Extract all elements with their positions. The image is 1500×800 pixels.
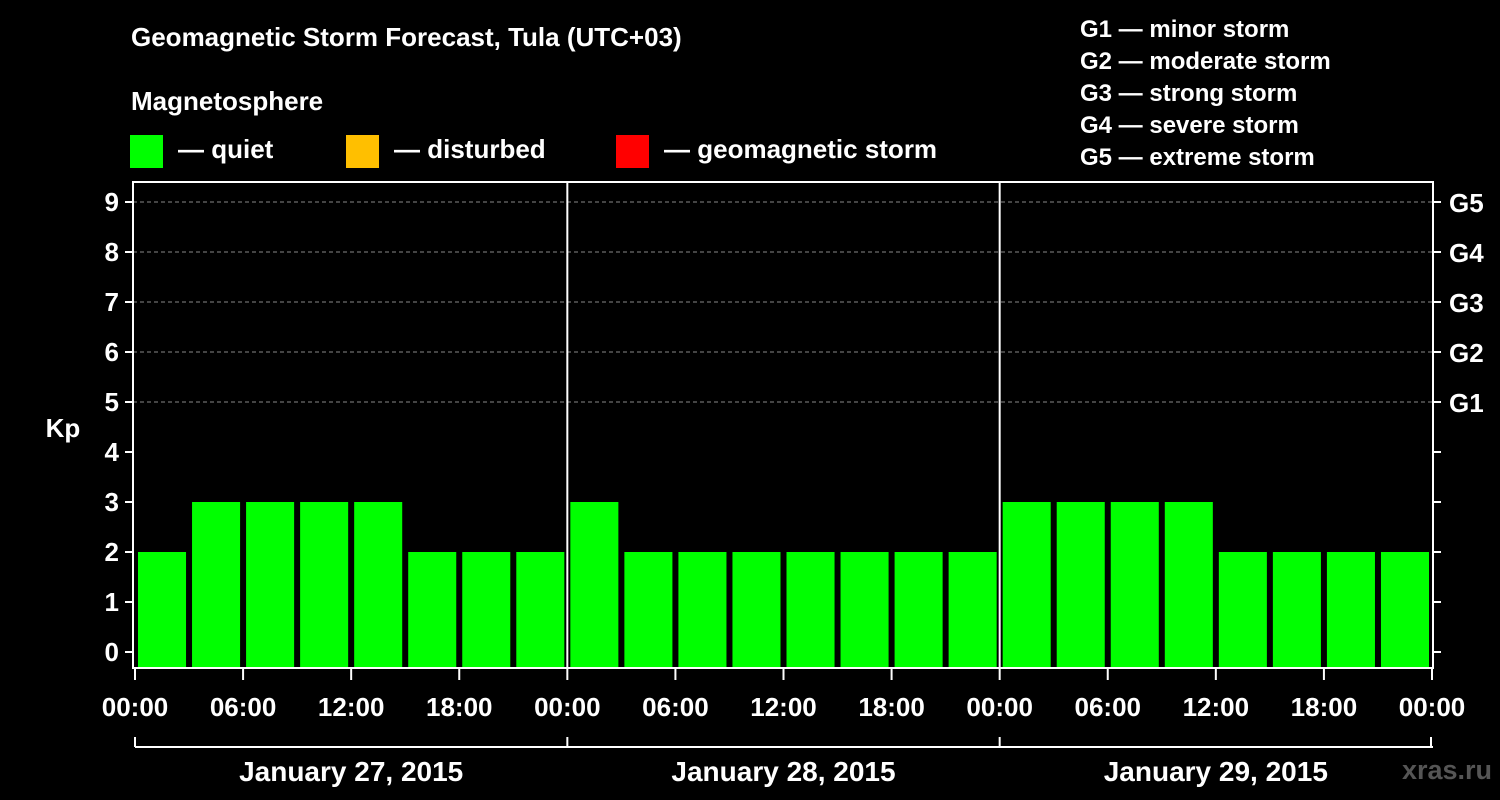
- x-tick-label: 18:00: [1291, 692, 1358, 722]
- kp-bar: [138, 552, 187, 667]
- kp-bar: [516, 552, 565, 667]
- kp-bar: [1380, 552, 1429, 667]
- legend-swatch-quiet: [130, 135, 163, 168]
- kp-bar: [300, 502, 349, 667]
- kp-bar: [192, 502, 241, 667]
- y-tick-label: 0: [105, 637, 119, 667]
- kp-bar: [1110, 502, 1159, 667]
- g-axis-label: G4: [1449, 238, 1484, 268]
- kp-bar: [624, 552, 673, 667]
- y-tick-label: 3: [105, 487, 119, 517]
- x-tick-label: 06:00: [642, 692, 709, 722]
- x-tick-label: 00:00: [1399, 692, 1466, 722]
- y-tick-label: 2: [105, 537, 119, 567]
- y-tick-label: 6: [105, 337, 119, 367]
- kp-bar: [840, 552, 889, 667]
- y-tick-label: 4: [105, 437, 120, 467]
- legend-swatch-storm: [616, 135, 649, 168]
- x-tick-label: 18:00: [426, 692, 493, 722]
- g-scale-item: G1 — minor storm: [1080, 16, 1290, 43]
- g-axis-label: G5: [1449, 188, 1484, 218]
- kp-bar: [678, 552, 727, 667]
- chart-title: Geomagnetic Storm Forecast, Tula (UTC+03…: [131, 22, 682, 52]
- legend-heading: Magnetosphere: [131, 86, 324, 116]
- kp-bar: [948, 552, 997, 667]
- legend-label-storm: — geomagnetic storm: [664, 134, 938, 164]
- g-axis-label: G2: [1449, 338, 1484, 368]
- kp-bar: [462, 552, 511, 667]
- day-label: January 29, 2015: [1104, 756, 1328, 787]
- g-axis-label: G3: [1449, 288, 1484, 318]
- x-tick-label: 12:00: [750, 692, 817, 722]
- kp-bar: [354, 502, 403, 667]
- day-label: January 27, 2015: [239, 756, 463, 787]
- y-tick-label: 9: [105, 187, 119, 217]
- g-scale-legend: G1 — minor storm G2 — moderate storm G3 …: [1080, 14, 1331, 174]
- watermark: xras.ru: [1401, 755, 1492, 785]
- g-axis-label: G1: [1449, 388, 1484, 418]
- kp-bar: [1218, 552, 1267, 667]
- kp-bar: [894, 552, 943, 667]
- legend-label-quiet: — quiet: [178, 134, 274, 164]
- y-tick-label: 8: [105, 237, 119, 267]
- kp-bar: [1164, 502, 1213, 667]
- g-scale-item: G3 — strong storm: [1080, 80, 1298, 107]
- x-tick-label: 06:00: [1075, 692, 1142, 722]
- kp-bar: [786, 552, 835, 667]
- kp-bar: [1272, 552, 1321, 667]
- day-label: January 28, 2015: [671, 756, 895, 787]
- y-tick-label: 5: [105, 387, 119, 417]
- kp-bar: [1056, 502, 1105, 667]
- x-tick-label: 00:00: [966, 692, 1033, 722]
- x-tick-label: 06:00: [210, 692, 277, 722]
- x-tick-label: 18:00: [858, 692, 925, 722]
- kp-bar: [246, 502, 295, 667]
- g-scale-item: G5 — extreme storm: [1080, 144, 1315, 171]
- legend-swatch-disturbed: [346, 135, 379, 168]
- x-tick-label: 00:00: [534, 692, 601, 722]
- kp-bar: [1326, 552, 1375, 667]
- x-tick-label: 12:00: [1183, 692, 1250, 722]
- kp-bar: [570, 502, 619, 667]
- g-scale-item: G4 — severe storm: [1080, 112, 1299, 139]
- x-tick-label: 12:00: [318, 692, 385, 722]
- kp-bar: [732, 552, 781, 667]
- y-axis-label: Kp: [46, 413, 81, 443]
- kp-bar: [1002, 502, 1051, 667]
- y-tick-label: 7: [105, 287, 119, 317]
- legend-label-disturbed: — disturbed: [394, 134, 546, 164]
- x-tick-label: 00:00: [102, 692, 169, 722]
- y-tick-label: 1: [105, 587, 119, 617]
- kp-bar: [408, 552, 457, 667]
- g-scale-item: G2 — moderate storm: [1080, 48, 1331, 75]
